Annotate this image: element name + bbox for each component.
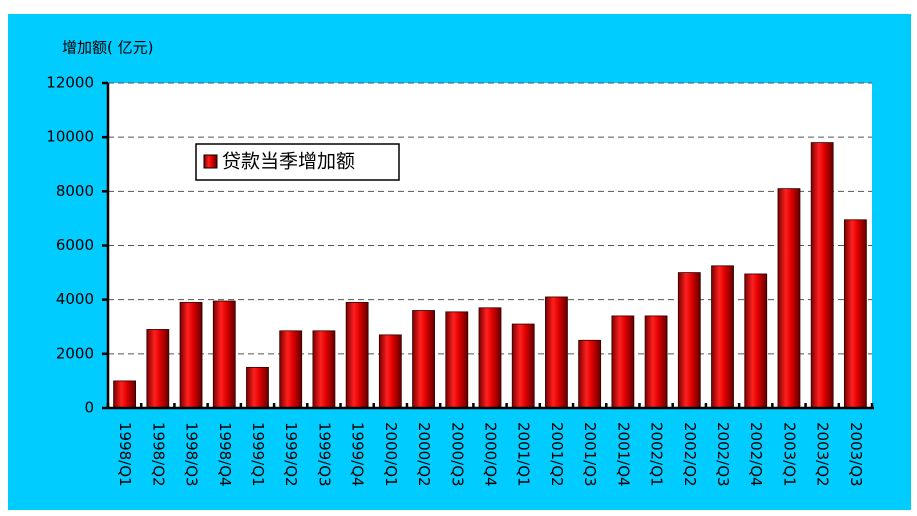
y-tick-label: 12000 (46, 74, 94, 92)
x-tick-label: 1999/Q4 (349, 422, 367, 487)
bar (611, 315, 635, 409)
bar (312, 330, 336, 409)
bar (810, 142, 834, 409)
legend-box (195, 143, 400, 181)
bar (179, 301, 203, 409)
bar (212, 300, 236, 409)
bar (378, 334, 402, 409)
bar (677, 272, 701, 409)
bar (777, 188, 801, 409)
x-tick-label: 2001/Q1 (515, 422, 533, 487)
bar (146, 329, 170, 409)
x-tick-label: 2002/Q3 (714, 422, 732, 487)
bar (843, 219, 867, 409)
bar (412, 310, 435, 409)
y-tick-label: 8000 (56, 182, 94, 200)
bar (113, 380, 137, 409)
x-tick-label: 2003/Q3 (847, 422, 865, 487)
bar (345, 301, 369, 409)
bar (744, 273, 768, 409)
x-tick-label: 2002/Q4 (747, 422, 765, 487)
x-tick-label: 2003/Q1 (780, 422, 798, 487)
x-tick-label: 2002/Q1 (648, 422, 666, 487)
x-tick-label: 2000/Q4 (482, 422, 500, 487)
x-tick-label: 2001/Q2 (548, 422, 566, 487)
bar (246, 366, 269, 409)
x-tick-label: 2003/Q2 (814, 422, 832, 487)
x-tick-label: 2001/Q4 (614, 422, 632, 487)
x-tick-label: 1998/Q4 (216, 422, 234, 487)
x-tick-label: 1998/Q3 (183, 422, 201, 487)
x-tick-label: 1998/Q2 (149, 422, 167, 487)
y-tick-label: 10000 (46, 128, 94, 146)
bar (279, 330, 303, 409)
x-tick-label: 1998/Q1 (116, 422, 134, 487)
y-tick-label: 0 (84, 399, 94, 417)
bar (445, 311, 469, 409)
x-tick-label: 2000/Q1 (382, 422, 400, 487)
x-tick-label: 2000/Q3 (448, 422, 466, 487)
x-tick-label: 1999/Q2 (282, 422, 300, 487)
bar (711, 265, 734, 409)
bar (545, 296, 568, 409)
x-tick-label: 1999/Q1 (249, 422, 267, 487)
x-tick-label: 2000/Q2 (415, 422, 433, 487)
x-tick-label: 2001/Q3 (581, 422, 599, 487)
bar (644, 315, 668, 409)
y-tick-label: 2000 (56, 344, 94, 362)
bar (578, 339, 602, 409)
bar (511, 323, 535, 409)
y-tick-label: 6000 (56, 236, 94, 254)
bar (478, 307, 502, 409)
legend: 贷款当季增加额 (195, 143, 400, 181)
x-tick-label: 1999/Q3 (315, 422, 333, 487)
legend-label: 贷款当季增加额 (222, 151, 355, 173)
y-tick-label: 4000 (56, 290, 94, 308)
legend-swatch (203, 154, 218, 169)
x-tick-label: 2002/Q2 (681, 422, 699, 487)
y-axis-label: 增加额( 亿元) (62, 39, 153, 57)
